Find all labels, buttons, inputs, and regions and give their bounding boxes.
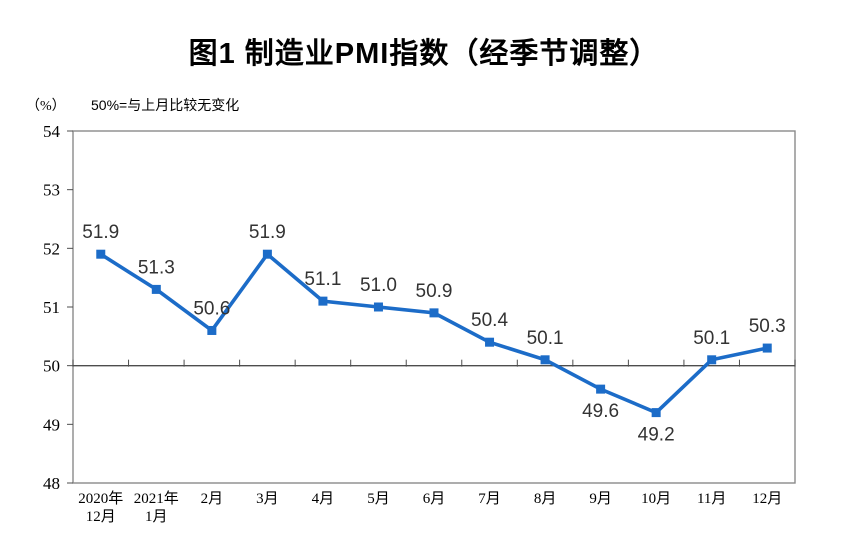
y-axis-tick-label: 54 (43, 122, 61, 141)
x-axis-category-label: 9月 (589, 491, 612, 507)
x-axis-category-label: 2021年 1月 (134, 490, 179, 525)
x-axis-category-label: 5月 (367, 491, 390, 507)
data-point-marker (318, 296, 328, 306)
data-point-marker (540, 355, 550, 365)
y-axis-unit-label: （%） (26, 99, 66, 114)
x-axis-category-label: 10月 (641, 491, 671, 507)
reference-note: 50%=与上月比较无变化 (91, 97, 240, 113)
data-point-label: 50.1 (693, 328, 730, 349)
data-point-marker (429, 308, 439, 318)
data-point-label: 51.3 (138, 257, 175, 278)
data-point-label: 50.4 (471, 310, 508, 331)
data-point-label: 51.9 (82, 222, 119, 243)
y-axis-tick-label: 49 (43, 415, 60, 434)
x-axis-category-label: 6月 (423, 491, 446, 507)
x-axis-category-label: 8月 (534, 491, 557, 507)
x-axis-category-label: 2020年 12月 (78, 490, 123, 525)
y-axis-tick-label: 48 (43, 474, 60, 493)
data-point-marker (373, 302, 383, 312)
y-axis-tick-label: 52 (43, 239, 60, 258)
x-axis-category-label: 2月 (201, 491, 224, 507)
data-point-label: 50.1 (527, 328, 564, 349)
data-point-marker (651, 408, 661, 418)
x-axis-category-label: 11月 (697, 491, 726, 507)
x-axis-category-label: 12月 (752, 491, 782, 507)
data-point-label: 49.2 (638, 425, 675, 446)
chart-title: 图1 制造业PMI指数（经季节调整） (188, 38, 660, 70)
data-point-label: 51.1 (304, 269, 341, 290)
y-axis-tick-label: 51 (43, 298, 60, 317)
data-point-label: 49.6 (582, 401, 619, 422)
data-point-marker (151, 284, 161, 294)
y-axis-tick-label: 50 (43, 357, 60, 376)
pmi-series-line (99, 251, 768, 415)
data-point-marker (207, 325, 217, 335)
y-axis-tick-label: 53 (43, 181, 60, 200)
data-point-marker (262, 249, 272, 259)
x-axis-category-label: 3月 (256, 491, 279, 507)
x-axis-category-label: 7月 (478, 491, 501, 507)
data-point-label: 51.9 (249, 222, 286, 243)
data-point-marker (485, 337, 495, 347)
data-point-label: 50.3 (749, 316, 786, 337)
data-point-label: 50.6 (193, 298, 230, 319)
data-point-marker (96, 249, 106, 259)
data-point-label: 51.0 (360, 275, 397, 296)
data-point-marker (596, 384, 606, 394)
data-point-marker (762, 343, 772, 353)
data-point-marker (707, 355, 717, 365)
data-point-label: 50.9 (416, 281, 453, 302)
x-axis-category-label: 4月 (312, 491, 335, 507)
